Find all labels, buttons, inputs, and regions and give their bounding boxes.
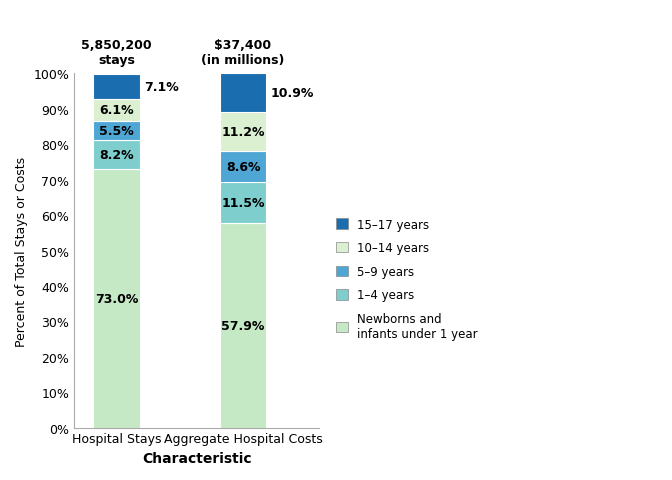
Y-axis label: Percent of Total Stays or Costs: Percent of Total Stays or Costs [15,156,28,346]
Text: 8.6%: 8.6% [226,161,260,174]
Bar [93,141,140,170]
Bar [93,121,140,141]
Bar [93,100,140,121]
X-axis label: Characteristic: Characteristic [142,451,251,465]
Bar [93,170,140,428]
Bar [220,74,266,112]
Bar [220,182,266,223]
Bar [220,152,266,182]
Text: 57.9%: 57.9% [221,319,265,332]
Bar [93,75,140,100]
Bar [220,112,266,152]
Text: 5,850,200
stays: 5,850,200 stays [81,39,152,67]
Text: 7.1%: 7.1% [144,81,179,94]
Legend: 15–17 years, 10–14 years, 5–9 years, 1–4 years, Newborns and
infants under 1 yea: 15–17 years, 10–14 years, 5–9 years, 1–4… [330,212,483,346]
Text: 11.2%: 11.2% [221,126,265,139]
Text: 11.5%: 11.5% [221,196,265,209]
Text: $37,400
(in millions): $37,400 (in millions) [202,39,285,67]
Bar [220,223,266,428]
Text: 8.2%: 8.2% [99,149,134,162]
Text: 5.5%: 5.5% [99,124,134,137]
Text: 10.9%: 10.9% [271,87,314,100]
Text: 6.1%: 6.1% [99,104,134,117]
Text: 73.0%: 73.0% [95,292,138,305]
